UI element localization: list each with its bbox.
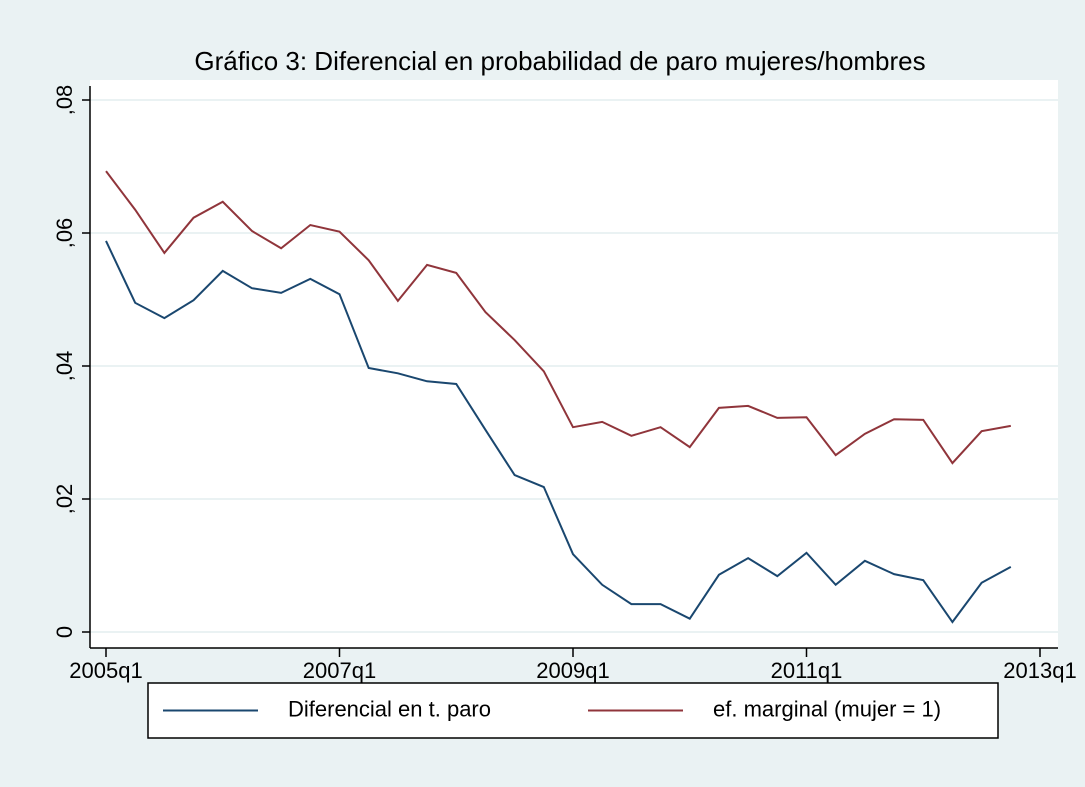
x-tick-label: 2007q1 — [303, 658, 376, 683]
x-tick-label: 2009q1 — [536, 658, 609, 683]
x-tick-label: 2013q1 — [1003, 658, 1076, 683]
legend-label: Diferencial en t. paro — [288, 696, 491, 721]
y-tick-label: ,02 — [52, 484, 77, 515]
legend-label: ef. marginal (mujer = 1) — [713, 696, 941, 721]
x-tick-label: 2005q1 — [69, 658, 142, 683]
series-line — [105, 170, 1011, 465]
legend-box — [147, 682, 999, 739]
chart-title: Gráfico 3: Diferencial en probabilidad d… — [194, 46, 925, 76]
x-tick-label: 2011q1 — [771, 658, 843, 683]
y-tick-label: 0 — [52, 626, 77, 638]
y-tick-label: ,08 — [52, 85, 77, 116]
series-line — [105, 240, 1012, 624]
y-tick-label: ,04 — [52, 351, 77, 382]
plot-area — [90, 80, 1058, 648]
y-tick-label: ,06 — [52, 218, 77, 249]
